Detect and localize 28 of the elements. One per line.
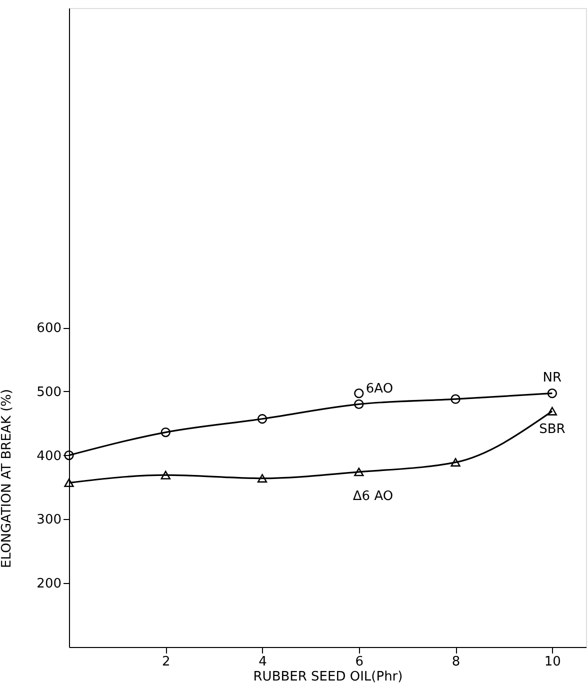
point bbox=[354, 399, 364, 410]
x-tick-label: 10 bbox=[544, 654, 561, 670]
point bbox=[160, 427, 170, 438]
point bbox=[354, 388, 364, 398]
point bbox=[257, 414, 268, 424]
point bbox=[160, 470, 170, 480]
x-tick-label: 2 bbox=[162, 654, 170, 670]
y-tick-label: 500 bbox=[36, 384, 62, 400]
y-axis-title: ELONGATION AT BREAK (%) bbox=[0, 389, 14, 568]
point bbox=[354, 468, 364, 476]
point bbox=[450, 394, 460, 404]
y-tick-label: 400 bbox=[36, 448, 62, 464]
series-label: NR bbox=[542, 370, 562, 386]
x-axis-title: RUBBER SEED OIL(Phr) bbox=[253, 670, 403, 684]
point bbox=[450, 458, 460, 467]
point bbox=[257, 474, 268, 483]
y-tick-label: 600 bbox=[36, 321, 62, 336]
x-tick-label: 8 bbox=[452, 654, 460, 670]
y-tick-label: 200 bbox=[36, 576, 62, 592]
x-tick-label: 6 bbox=[355, 654, 364, 670]
annotation: Δ6 AO bbox=[352, 488, 394, 504]
point bbox=[64, 478, 74, 488]
y-tick-label: 300 bbox=[36, 512, 62, 528]
point bbox=[547, 388, 558, 398]
series-label: SBR bbox=[539, 422, 566, 438]
point bbox=[547, 406, 558, 416]
annotation: 6AO bbox=[366, 381, 394, 396]
x-tick-label: 4 bbox=[258, 654, 267, 670]
